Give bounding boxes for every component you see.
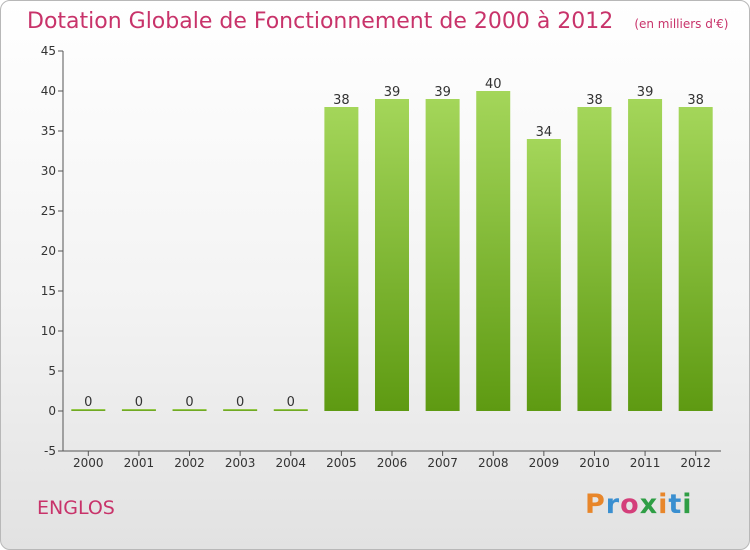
x-tick-label: 2002 bbox=[174, 456, 205, 470]
x-tick-label: 2001 bbox=[124, 456, 155, 470]
y-tick-label: 20 bbox=[41, 244, 56, 258]
bar bbox=[375, 99, 409, 411]
y-tick-label: 10 bbox=[41, 324, 56, 338]
x-tick-label: 2004 bbox=[275, 456, 306, 470]
logo-letter: i bbox=[658, 489, 669, 520]
y-tick-label: 5 bbox=[48, 364, 56, 378]
y-tick-label: 45 bbox=[41, 44, 56, 58]
x-tick-label: 2012 bbox=[680, 456, 711, 470]
commune-name: ENGLOS bbox=[37, 497, 115, 519]
logo-letter: i bbox=[682, 489, 693, 520]
bar bbox=[678, 107, 713, 411]
data-label: 40 bbox=[485, 77, 502, 92]
bar bbox=[121, 409, 156, 411]
x-tick-label: 2008 bbox=[478, 456, 509, 470]
data-label: 38 bbox=[687, 93, 704, 108]
chart-unit: (en milliers d'€) bbox=[634, 17, 729, 31]
x-tick-label: 2006 bbox=[377, 456, 408, 470]
x-tick-label: 2009 bbox=[529, 456, 560, 470]
x-tick-label: 2011 bbox=[630, 456, 661, 470]
data-label: 0 bbox=[135, 395, 143, 410]
y-tick-label: 35 bbox=[41, 124, 56, 138]
bar bbox=[526, 139, 561, 411]
data-label: 34 bbox=[536, 125, 553, 140]
data-label: 38 bbox=[586, 93, 603, 108]
data-label: 39 bbox=[434, 85, 451, 100]
y-tick-label: 30 bbox=[41, 164, 56, 178]
data-label: 0 bbox=[236, 395, 244, 410]
bar bbox=[324, 107, 359, 411]
bar bbox=[223, 409, 258, 411]
data-label: 0 bbox=[287, 395, 295, 410]
logo-letter: o bbox=[620, 489, 640, 520]
bar bbox=[273, 409, 308, 411]
x-tick-label: 2003 bbox=[225, 456, 256, 470]
proxiti-logo: Proxiti bbox=[585, 489, 693, 520]
bar bbox=[628, 99, 663, 411]
bar bbox=[172, 409, 207, 411]
y-tick-label: -5 bbox=[44, 444, 56, 458]
x-tick-label: 2007 bbox=[427, 456, 458, 470]
data-label: 39 bbox=[637, 85, 654, 100]
chart-title-text: Dotation Globale de Fonctionnement de 20… bbox=[27, 9, 614, 34]
x-tick-label: 2000 bbox=[73, 456, 104, 470]
x-tick-label: 2010 bbox=[579, 456, 610, 470]
bar bbox=[71, 409, 106, 411]
y-tick-label: 25 bbox=[41, 204, 56, 218]
data-label: 38 bbox=[333, 93, 350, 108]
chart-title: Dotation Globale de Fonctionnement de 20… bbox=[27, 9, 728, 34]
logo-letter: P bbox=[585, 489, 606, 520]
bar bbox=[476, 91, 511, 411]
data-label: 0 bbox=[185, 395, 193, 410]
data-label: 0 bbox=[84, 395, 92, 410]
logo-letter: x bbox=[639, 489, 659, 520]
y-tick-label: 0 bbox=[48, 404, 56, 418]
bar bbox=[577, 107, 612, 411]
logo-letter: t bbox=[668, 489, 683, 520]
y-tick-label: 15 bbox=[41, 284, 56, 298]
bar bbox=[425, 99, 460, 411]
x-tick-label: 2005 bbox=[326, 456, 357, 470]
data-label: 39 bbox=[384, 85, 401, 100]
y-tick-label: 40 bbox=[41, 84, 56, 98]
logo-letter: r bbox=[605, 489, 621, 520]
